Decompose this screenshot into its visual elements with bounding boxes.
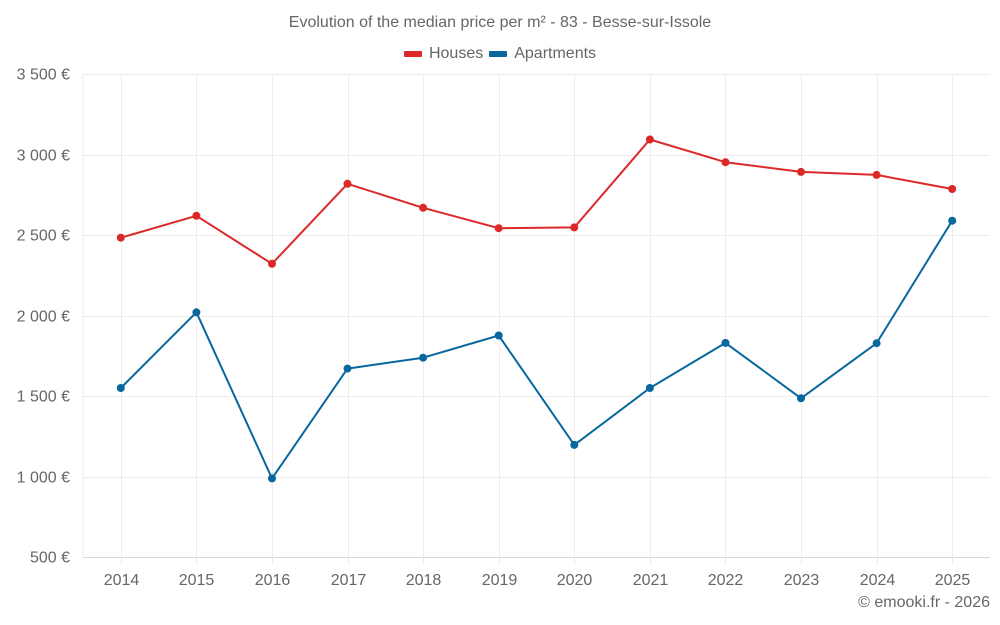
- chart-title: Evolution of the median price per m² - 8…: [288, 14, 712, 31]
- x-tick-label: 2017: [331, 572, 367, 589]
- y-tick-label: 2 000 €: [17, 309, 70, 326]
- data-point-houses: [268, 259, 276, 268]
- series-group: [116, 135, 957, 483]
- data-point-apartments: [419, 353, 428, 362]
- legend-label-apartments: Apartments: [514, 45, 597, 62]
- data-point-apartments: [268, 474, 276, 483]
- data-point-apartments: [721, 338, 730, 347]
- data-point-houses: [645, 135, 654, 144]
- data-point-houses: [721, 158, 730, 167]
- y-tick-label: 500 €: [30, 550, 70, 567]
- x-tick-label: 2020: [557, 572, 593, 589]
- x-tick-label: 2023: [784, 572, 820, 589]
- x-tick-label: 2016: [255, 572, 291, 589]
- series-line-houses: [120, 138, 953, 265]
- y-tick-label: 3 500 €: [17, 67, 70, 84]
- data-point-houses: [872, 170, 881, 179]
- x-tick-label: 2019: [482, 572, 518, 589]
- data-point-houses: [419, 203, 428, 212]
- data-point-apartments: [797, 394, 805, 403]
- data-point-apartments: [570, 440, 579, 449]
- y-tick-label: 2 500 €: [17, 228, 70, 245]
- x-axis: 2014 2015 2016 2017 2018 2019 2020 2021 2022 2023…: [104, 572, 971, 589]
- data-point-houses: [192, 211, 201, 220]
- data-point-houses: [570, 223, 579, 232]
- legend: Houses Apartments: [0, 45, 1000, 63]
- data-point-houses: [797, 167, 805, 176]
- x-tick-label: 2025: [935, 572, 971, 589]
- data-point-apartments: [645, 384, 654, 392]
- x-tick-label: 2022: [708, 572, 744, 589]
- grid: [82, 74, 990, 565]
- series-line-apartments: [120, 220, 954, 480]
- x-tick-label: 2014: [104, 572, 140, 589]
- data-point-apartments: [116, 384, 125, 392]
- legend-swatch-houses: [403, 51, 422, 57]
- y-tick-label: 1 500 €: [17, 389, 70, 406]
- data-point-houses: [948, 185, 957, 193]
- x-tick-label: 2021: [633, 572, 669, 589]
- x-tick-label: 2024: [860, 572, 896, 589]
- data-point-apartments: [948, 216, 957, 225]
- x-tick-label: 2018: [406, 572, 442, 589]
- data-point-houses: [116, 233, 125, 242]
- legend-label-houses: Houses: [428, 45, 484, 62]
- legend-item-apartments[interactable]: Apartments: [489, 45, 596, 63]
- y-axis: 500 € 1 000 € 1 500 € 2 000 € 2 500 € 3 000 €…: [17, 67, 70, 567]
- x-tick-label: 2015: [179, 572, 215, 589]
- data-point-apartments: [494, 331, 503, 340]
- data-point-apartments: [872, 339, 881, 348]
- copyright-credit: © emooki.fr - 2026: [858, 594, 990, 611]
- data-point-houses: [494, 224, 503, 233]
- legend-swatch-apartments: [489, 51, 508, 57]
- y-tick-label: 3 000 €: [17, 148, 70, 165]
- data-point-houses: [343, 179, 352, 188]
- data-point-apartments: [343, 364, 352, 373]
- y-tick-label: 1 000 €: [17, 470, 70, 487]
- legend-item-houses[interactable]: Houses: [403, 45, 484, 63]
- data-point-apartments: [192, 308, 201, 317]
